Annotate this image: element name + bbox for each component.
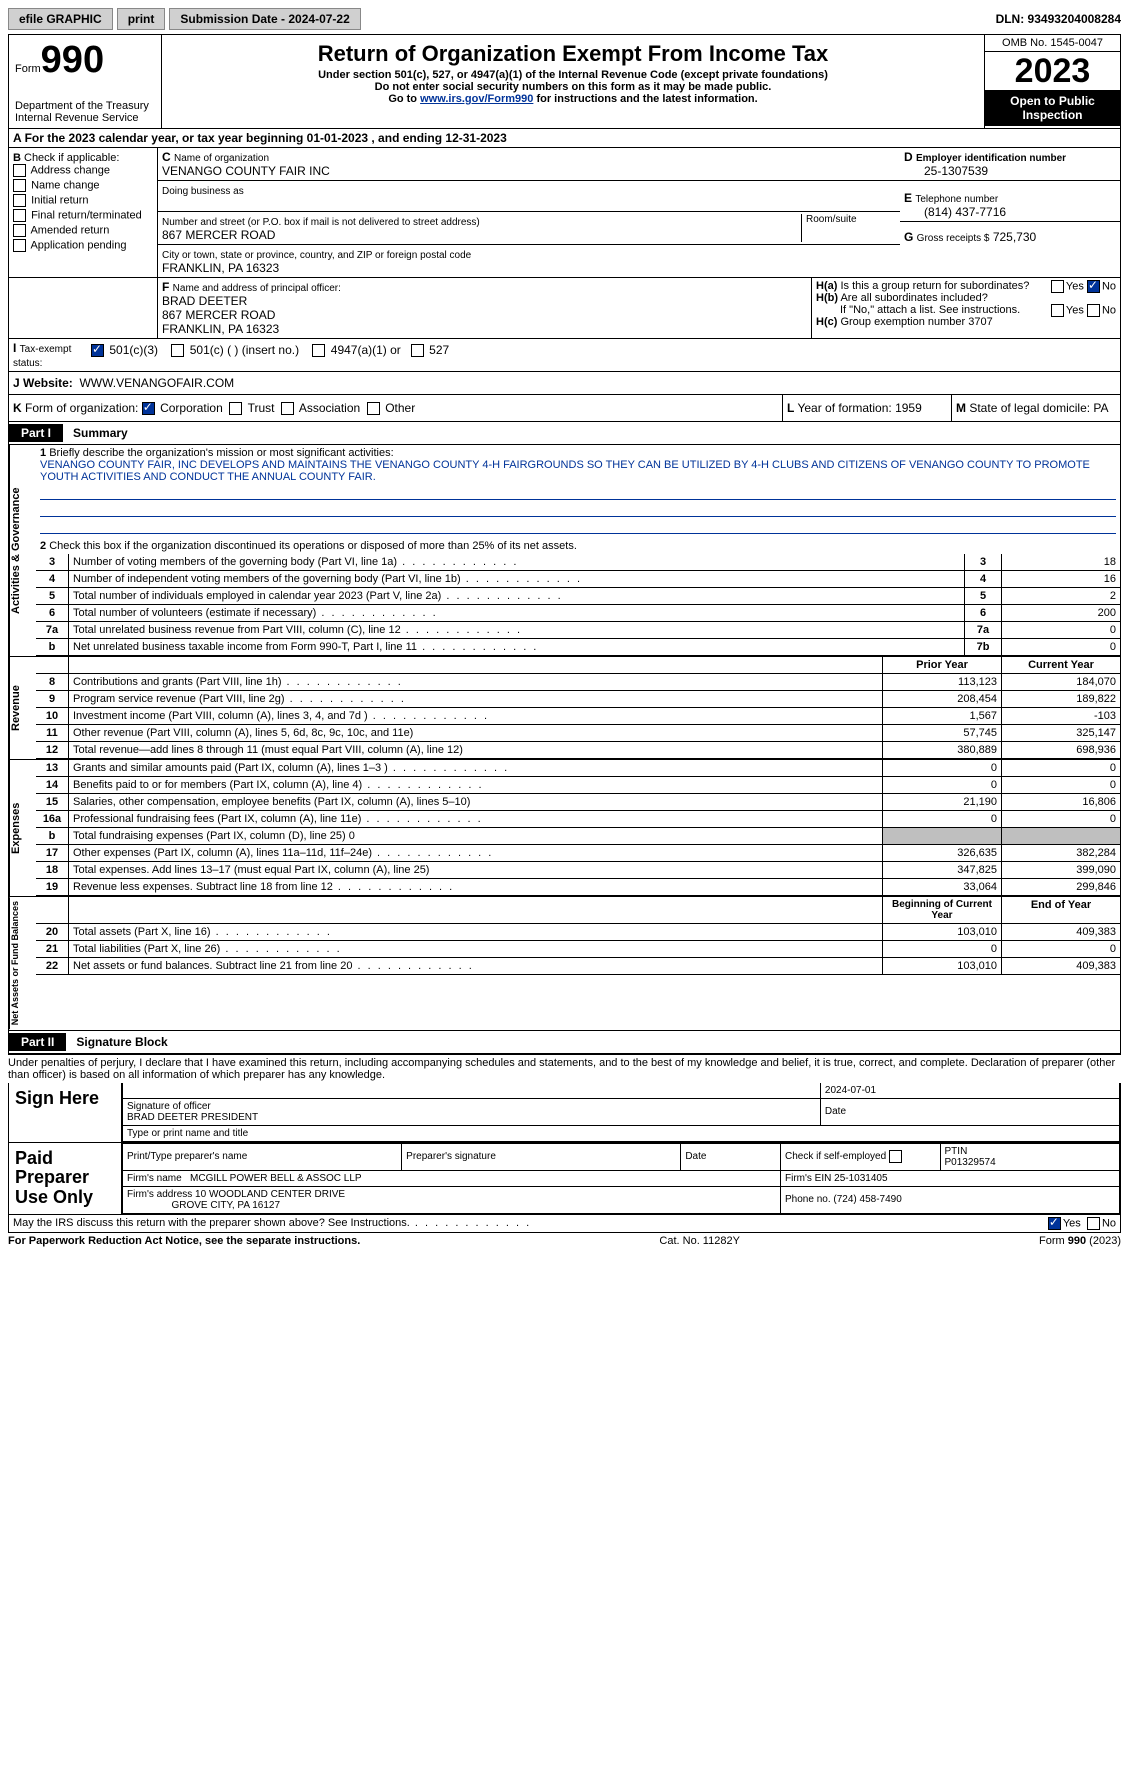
part1-title: Summary	[73, 426, 128, 440]
form-label: Form	[15, 63, 41, 75]
paid-preparer-block: Paid Preparer Use Only Print/Type prepar…	[8, 1143, 1121, 1215]
part1-tag: Part I	[9, 424, 63, 442]
subtitle-1: Under section 501(c), 527, or 4947(a)(1)…	[166, 69, 980, 81]
discuss-row: May the IRS discuss this return with the…	[8, 1215, 1121, 1233]
cat-no: Cat. No. 11282Y	[659, 1235, 740, 1247]
topbar: efile GRAPHIC print Submission Date - 20…	[8, 8, 1121, 30]
cb-527[interactable]	[411, 344, 424, 357]
goto-post: for instructions and the latest informat…	[533, 93, 757, 105]
website-url: WWW.VENANGOFAIR.COM	[79, 376, 234, 390]
cb-final[interactable]	[13, 209, 26, 222]
cb-corp[interactable]	[142, 402, 155, 415]
cb-initial[interactable]	[13, 194, 26, 207]
form-number: 990	[41, 39, 104, 81]
public-inspection: Open to Public Inspection	[985, 90, 1120, 126]
sign-here-label: Sign Here	[9, 1083, 122, 1142]
vlabel-exp: Expenses	[9, 760, 36, 896]
cb-hb-yes[interactable]	[1051, 304, 1064, 317]
tax-exempt-label: Tax-exempt status:	[13, 344, 71, 369]
cb-assoc[interactable]	[281, 402, 294, 415]
cb-pending[interactable]	[13, 239, 26, 252]
cb-self-emp[interactable]	[889, 1150, 902, 1163]
org-city: FRANKLIN, PA 16323	[162, 261, 279, 275]
firm-addr2: GROVE CITY, PA 16127	[171, 1200, 280, 1211]
box-h: H(a) Is this a group return for subordin…	[812, 278, 1120, 338]
boxes-fh: F Name and address of principal officer:…	[9, 278, 1120, 339]
firm-ein: 25-1031405	[834, 1173, 887, 1184]
phone: (814) 437-7716	[904, 205, 1006, 219]
rev-lines: Prior YearCurrent Year 8Contributions an…	[36, 657, 1120, 759]
cb-other[interactable]	[367, 402, 380, 415]
firm-addr1: 10 WOODLAND CENTER DRIVE	[195, 1189, 345, 1200]
state-domicile: State of legal domicile: PA	[969, 401, 1108, 415]
boxes-bcd: B Check if applicable: Address change Na…	[9, 148, 1120, 278]
part2-title: Signature Block	[76, 1035, 167, 1049]
paid-prep-label: Paid Preparer Use Only	[9, 1143, 122, 1214]
cb-501c[interactable]	[171, 344, 184, 357]
cb-discuss-yes[interactable]	[1048, 1217, 1061, 1230]
declaration: Under penalties of perjury, I declare th…	[8, 1055, 1121, 1083]
org-address: 867 MERCER ROAD	[162, 228, 275, 242]
goto-pre: Go to	[388, 93, 420, 105]
cb-hb-no[interactable]	[1087, 304, 1100, 317]
officer-city: FRANKLIN, PA 16323	[162, 322, 279, 336]
footer: For Paperwork Reduction Act Notice, see …	[8, 1233, 1121, 1247]
form990-link[interactable]: www.irs.gov/Form990	[420, 93, 533, 105]
cb-ha-yes[interactable]	[1051, 280, 1064, 293]
form-header: Form990 Department of the Treasury Inter…	[9, 35, 1120, 129]
pra-notice: For Paperwork Reduction Act Notice, see …	[8, 1235, 360, 1247]
form-title: Return of Organization Exempt From Incom…	[166, 41, 980, 67]
submission-date: Submission Date - 2024-07-22	[169, 8, 360, 30]
exp-lines: 13Grants and similar amounts paid (Part …	[36, 760, 1120, 896]
box-b: B Check if applicable: Address change Na…	[9, 148, 158, 277]
cb-discuss-no[interactable]	[1087, 1217, 1100, 1230]
sign-date: 2024-07-01	[820, 1083, 1119, 1099]
part2-tag: Part II	[9, 1033, 66, 1051]
officer-signature: BRAD DEETER PRESIDENT	[127, 1112, 258, 1123]
mission-text: VENANGO COUNTY FAIR, INC DEVELOPS AND MA…	[40, 459, 1090, 483]
na-lines: Beginning of Current YearEnd of Year 20T…	[36, 897, 1120, 975]
cb-amended[interactable]	[13, 224, 26, 237]
cb-501c3[interactable]	[91, 344, 104, 357]
box-a: A For the 2023 calendar year, or tax yea…	[9, 129, 1120, 147]
org-name: VENANGO COUNTY FAIR INC	[162, 164, 330, 178]
gross-receipts: 725,730	[993, 230, 1036, 244]
footer-form-label: Form	[1039, 1235, 1068, 1247]
vlabel-ag: Activities & Governance	[9, 445, 36, 656]
tax-year: 2023	[985, 52, 1120, 90]
print-button[interactable]: print	[117, 8, 166, 30]
vlabel-rev: Revenue	[9, 657, 36, 759]
vlabel-na: Net Assets or Fund Balances	[9, 897, 36, 1029]
website-label: Website:	[23, 376, 73, 390]
irs-label: Internal Revenue Service	[15, 112, 155, 124]
box-c: C Name of organizationVENANGO COUNTY FAI…	[158, 148, 900, 277]
subtitle-2: Do not enter social security numbers on …	[166, 81, 980, 93]
year-formation: Year of formation: 1959	[797, 401, 921, 415]
sign-here-block: Sign Here 2024-07-01 Signature of office…	[8, 1083, 1121, 1143]
officer-addr: 867 MERCER ROAD	[162, 308, 275, 322]
ein: 25-1307539	[904, 164, 988, 178]
dln: DLN: 93493204008284	[996, 12, 1121, 26]
ptin: P01329574	[945, 1157, 996, 1168]
cb-trust[interactable]	[229, 402, 242, 415]
ag-lines: 3Number of voting members of the governi…	[36, 554, 1120, 656]
cb-name-change[interactable]	[13, 179, 26, 192]
form-990: Form990 Department of the Treasury Inter…	[8, 34, 1121, 1055]
boxes-deg: D Employer identification number25-13075…	[900, 148, 1120, 277]
cb-4947[interactable]	[312, 344, 325, 357]
footer-form: 990	[1068, 1235, 1086, 1247]
efile-button[interactable]: efile GRAPHIC	[8, 8, 113, 30]
dept-label: Department of the Treasury	[15, 100, 155, 112]
officer-name: BRAD DEETER	[162, 294, 247, 308]
firm-name: MCGILL POWER BELL & ASSOC LLP	[190, 1173, 362, 1184]
cb-ha-no[interactable]	[1087, 280, 1100, 293]
cb-address-change[interactable]	[13, 164, 26, 177]
firm-phone: (724) 458-7490	[833, 1194, 901, 1205]
omb-number: OMB No. 1545-0047	[985, 35, 1120, 52]
